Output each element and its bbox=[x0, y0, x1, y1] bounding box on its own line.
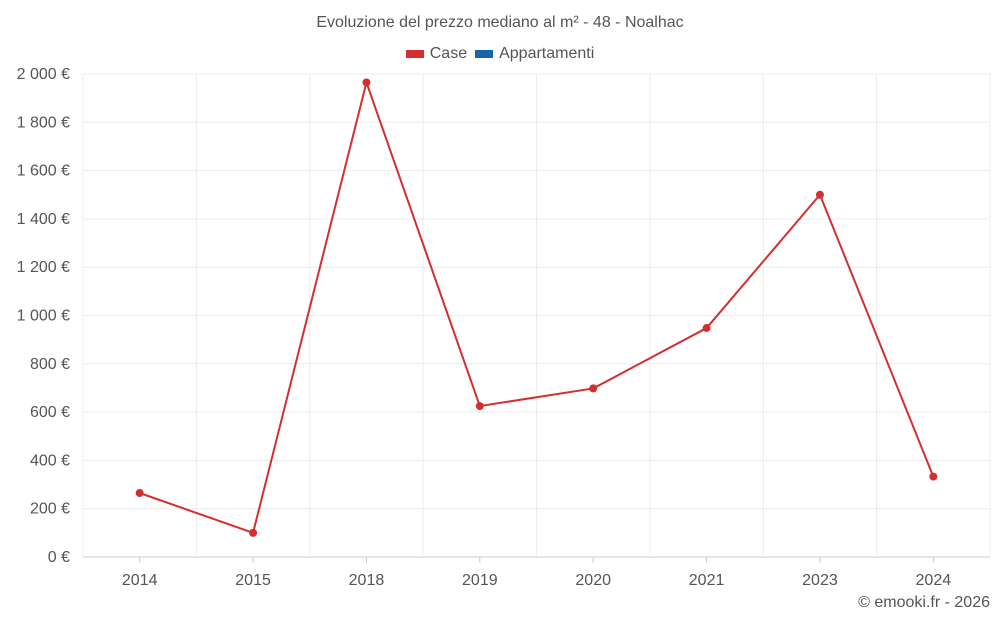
y-tick-label: 1 600 € bbox=[17, 163, 70, 180]
y-tick-label: 1 800 € bbox=[17, 114, 70, 131]
x-tick-label: 2019 bbox=[462, 572, 498, 589]
data-point bbox=[929, 472, 938, 481]
legend-item-case[interactable]: Case bbox=[405, 45, 468, 63]
data-point bbox=[135, 489, 144, 498]
legend-swatch-case bbox=[405, 50, 424, 58]
x-tick-label: 2018 bbox=[349, 572, 385, 589]
x-tick-label: 2021 bbox=[689, 572, 725, 589]
data-point bbox=[475, 402, 484, 411]
legend-item-appartamenti[interactable]: Appartamenti bbox=[475, 45, 594, 63]
data-point bbox=[815, 190, 824, 199]
data-point bbox=[702, 324, 711, 333]
y-tick-label: 0 € bbox=[48, 549, 70, 566]
y-tick-label: 400 € bbox=[30, 452, 70, 469]
y-tick-label: 2 000 € bbox=[17, 66, 70, 83]
legend: Case Appartamenti bbox=[0, 45, 1000, 63]
credit-text: © emooki.fr - 2026 bbox=[858, 594, 990, 611]
y-tick-label: 600 € bbox=[30, 404, 70, 421]
y-tick-label: 800 € bbox=[30, 356, 70, 373]
y-tick-label: 200 € bbox=[30, 501, 70, 518]
series-line bbox=[139, 81, 935, 534]
x-tick-label: 2023 bbox=[802, 572, 838, 589]
data-point bbox=[589, 384, 598, 393]
y-tick-label: 1 400 € bbox=[17, 211, 70, 228]
y-tick-label: 1 000 € bbox=[17, 308, 70, 325]
y-tick-label: 1 200 € bbox=[17, 259, 70, 276]
legend-label-case: Case bbox=[429, 45, 468, 62]
data-point bbox=[362, 78, 371, 87]
legend-label-appartamenti: Appartamenti bbox=[499, 45, 595, 62]
chart-title: Evoluzione del prezzo mediano al m² - 48… bbox=[316, 14, 684, 31]
x-tick-label: 2024 bbox=[916, 572, 952, 589]
x-tick-label: 2014 bbox=[122, 572, 158, 589]
data-point bbox=[249, 528, 258, 537]
x-tick-label: 2015 bbox=[235, 572, 271, 589]
x-tick-label: 2020 bbox=[575, 572, 611, 589]
legend-swatch-appartamenti bbox=[475, 50, 494, 58]
